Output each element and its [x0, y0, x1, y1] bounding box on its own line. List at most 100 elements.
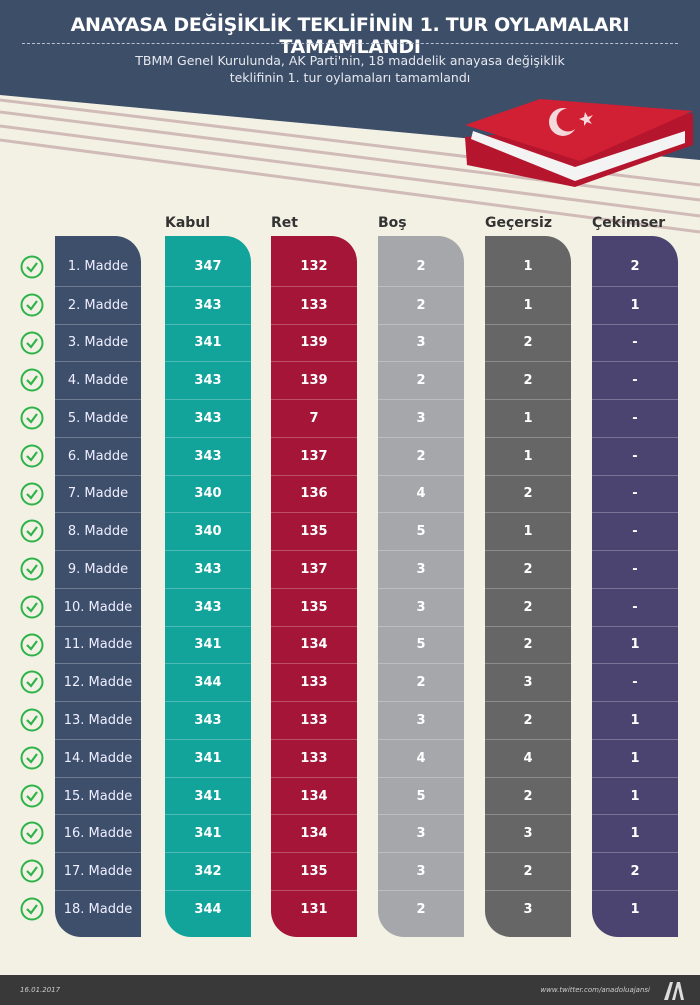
value-cell: -	[592, 323, 678, 362]
value-cell: 3	[485, 663, 571, 701]
row-label: 16. Madde	[55, 814, 141, 852]
value-cell: 343	[165, 587, 251, 626]
value-cell: 7	[271, 399, 357, 437]
check-circle-icon	[20, 708, 44, 732]
value-cell: 2	[630, 259, 640, 275]
value-cell: 341	[165, 738, 251, 777]
subtitle-line: teklifinin 1. tur oylamaları tamamlandı	[229, 70, 471, 85]
row-label: 15. Madde	[55, 776, 141, 815]
value-cell: 2	[485, 587, 571, 626]
value-cell: 344	[165, 663, 251, 701]
value-cell: -	[592, 399, 678, 437]
row-label: 2. Madde	[55, 285, 141, 324]
value-cell: 343	[165, 399, 251, 437]
value-cell: 343	[165, 285, 251, 324]
value-cell: 135	[271, 852, 357, 890]
check-circle-icon	[20, 784, 44, 808]
value-cell: 1	[592, 738, 678, 777]
row-label: 12. Madde	[55, 663, 141, 701]
row-label: 11. Madde	[55, 625, 141, 664]
value-cell: 134	[271, 814, 357, 852]
footer-date: 16.01.2017	[20, 986, 61, 994]
row-label: 5. Madde	[55, 399, 141, 437]
value-cell: 135	[271, 512, 357, 550]
value-cell: 133	[271, 663, 357, 701]
check-circle-icon	[20, 368, 44, 392]
value-cell: 2	[485, 474, 571, 513]
footer: 16.01.2017 www.twitter.com/anadoluajansi	[0, 975, 700, 1005]
value-cell: 1	[592, 889, 678, 928]
row-label: 17. Madde	[55, 852, 141, 890]
value-cell: 133	[271, 701, 357, 739]
value-cell: 133	[271, 738, 357, 777]
check-circle-icon	[20, 897, 44, 921]
check-circle-icon	[20, 557, 44, 581]
check-circle-icon	[20, 821, 44, 845]
value-cell: 139	[271, 361, 357, 399]
check-circle-icon	[20, 519, 44, 543]
value-cell: 3	[378, 399, 464, 437]
row-label: 9. Madde	[55, 550, 141, 588]
value-cell: 3	[378, 814, 464, 852]
value-cell: -	[592, 436, 678, 475]
value-cell: 134	[271, 776, 357, 815]
check-circle-icon	[20, 633, 44, 657]
check-circle-icon	[20, 331, 44, 355]
row-label: 7. Madde	[55, 474, 141, 513]
value-cell: -	[592, 361, 678, 399]
value-cell: 1	[485, 436, 571, 475]
check-circle-icon	[20, 293, 44, 317]
value-cell: 342	[165, 852, 251, 890]
value-cell: -	[592, 663, 678, 701]
value-cell: 2	[416, 259, 426, 275]
value-cell: 5	[378, 625, 464, 664]
value-cell: 4	[485, 738, 571, 777]
value-cell: 2	[485, 323, 571, 362]
value-cell: 135	[271, 587, 357, 626]
value-cell: 1	[523, 259, 533, 275]
row-label: 13. Madde	[55, 701, 141, 739]
row-label: 14. Madde	[55, 738, 141, 777]
column-ret: 132 133 139 139 7 137 136 135 137 135 134 133 133 133…	[271, 236, 357, 937]
value-cell: 2	[378, 436, 464, 475]
value-cell: 5	[378, 776, 464, 815]
value-cell: 2	[378, 361, 464, 399]
check-circle-icon	[20, 670, 44, 694]
row-label-column: 1. Madde 2. Madde 3. Madde 4. Madde 5. Madde…	[55, 236, 141, 937]
value-cell: 139	[271, 323, 357, 362]
value-cell: 1	[592, 776, 678, 815]
value-cell: 347	[194, 259, 222, 275]
value-cell: 2	[485, 776, 571, 815]
check-circle-icon	[20, 595, 44, 619]
page-title: ANAYASA DEĞİŞİKLİK TEKLİFİNİN 1. TUR OYL…	[70, 14, 630, 58]
value-cell: 2	[485, 701, 571, 739]
column-kabul: 347 343 341 343 343 343 340 340 343 343 341 344 343 3…	[165, 236, 251, 937]
value-cell: 1	[592, 285, 678, 324]
check-circle-icon	[20, 255, 44, 279]
value-cell: 137	[271, 550, 357, 588]
column-header: Boş	[378, 215, 407, 231]
value-cell: 2	[378, 285, 464, 324]
value-cell: 1	[592, 701, 678, 739]
value-cell: 343	[165, 701, 251, 739]
value-cell: 2	[485, 361, 571, 399]
value-cell: 1	[485, 285, 571, 324]
subtitle-line: TBMM Genel Kurulunda, AK Parti'nin, 18 m…	[135, 53, 565, 68]
check-circle-icon	[20, 482, 44, 506]
value-cell: 134	[271, 625, 357, 664]
row-label: 6. Madde	[55, 436, 141, 475]
value-cell: -	[592, 587, 678, 626]
twitter-link[interactable]: www.twitter.com/anadoluajansi	[540, 986, 650, 994]
turkish-flag-book-icon	[465, 99, 693, 187]
value-cell: 3	[378, 587, 464, 626]
divider	[22, 43, 678, 44]
value-cell: 1	[592, 625, 678, 664]
row-label: 8. Madde	[55, 512, 141, 550]
value-cell: 133	[271, 285, 357, 324]
row-label: 4. Madde	[55, 361, 141, 399]
check-circle-icon	[20, 746, 44, 770]
value-cell: 343	[165, 436, 251, 475]
